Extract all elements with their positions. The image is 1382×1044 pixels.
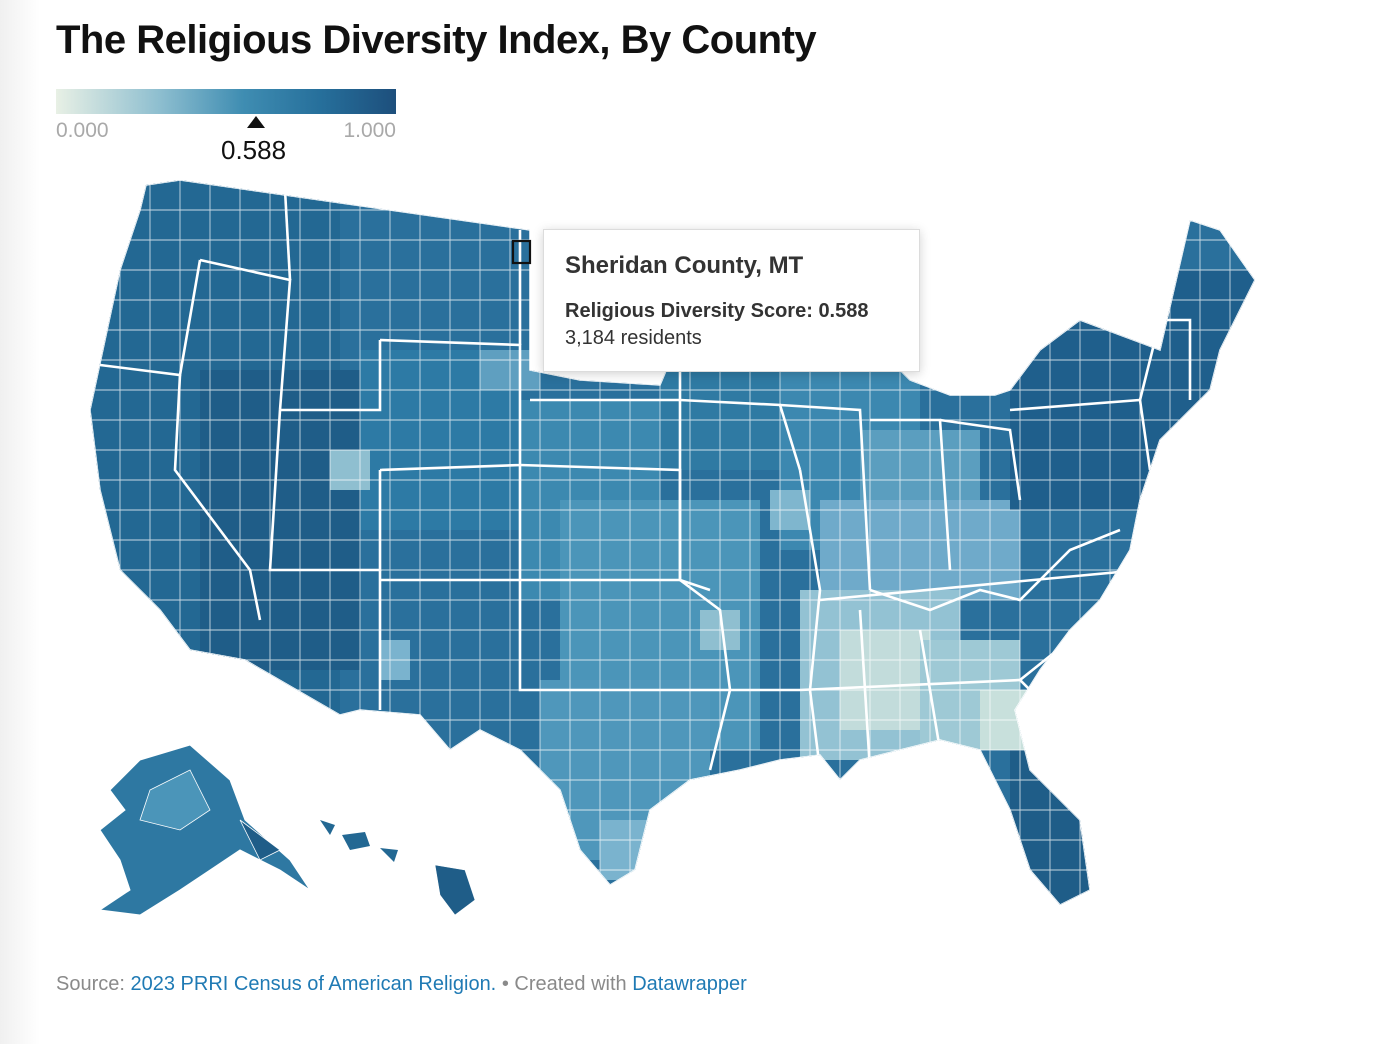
- legend-current-value: 0.588: [221, 135, 287, 165]
- tooltip-score-value: 0.588: [818, 300, 869, 322]
- alaska[interactable]: [98, 744, 311, 916]
- hawaii[interactable]: [320, 820, 476, 916]
- state-borders: [99, 189, 1192, 771]
- datawrapper-link[interactable]: Datawrapper: [632, 973, 747, 995]
- county-tooltip: Sheridan County, MT Religious Diversity …: [543, 229, 920, 372]
- tooltip-score-label: Religious Diversity Score:: [565, 300, 813, 322]
- chart-title: The Religious Diversity Index, By County: [56, 18, 817, 62]
- source-label: Source:: [56, 973, 125, 995]
- legend-max-label: 1.000: [343, 119, 396, 142]
- color-legend: 0.000 1.000 0.588: [56, 89, 396, 169]
- legend-gradient-bar: [56, 89, 396, 114]
- tooltip-county-name: Sheridan County, MT: [565, 252, 804, 279]
- tooltip-residents: 3,184 residents: [565, 327, 702, 349]
- tooltip-score-row: Religious Diversity Score: 0.588: [565, 300, 898, 323]
- created-with-label: Created with: [514, 973, 627, 995]
- footer-separator: •: [501, 973, 509, 995]
- source-link[interactable]: 2023 PRRI Census of American Religion.: [130, 973, 497, 995]
- highlighted-county-outline[interactable]: [511, 239, 532, 265]
- page-edge-shadow: [0, 0, 40, 1044]
- legend-marker-triangle-icon: [247, 116, 265, 128]
- chart-footer: Source: 2023 PRRI Census of American Rel…: [56, 973, 747, 996]
- legend-min-label: 0.000: [56, 119, 109, 142]
